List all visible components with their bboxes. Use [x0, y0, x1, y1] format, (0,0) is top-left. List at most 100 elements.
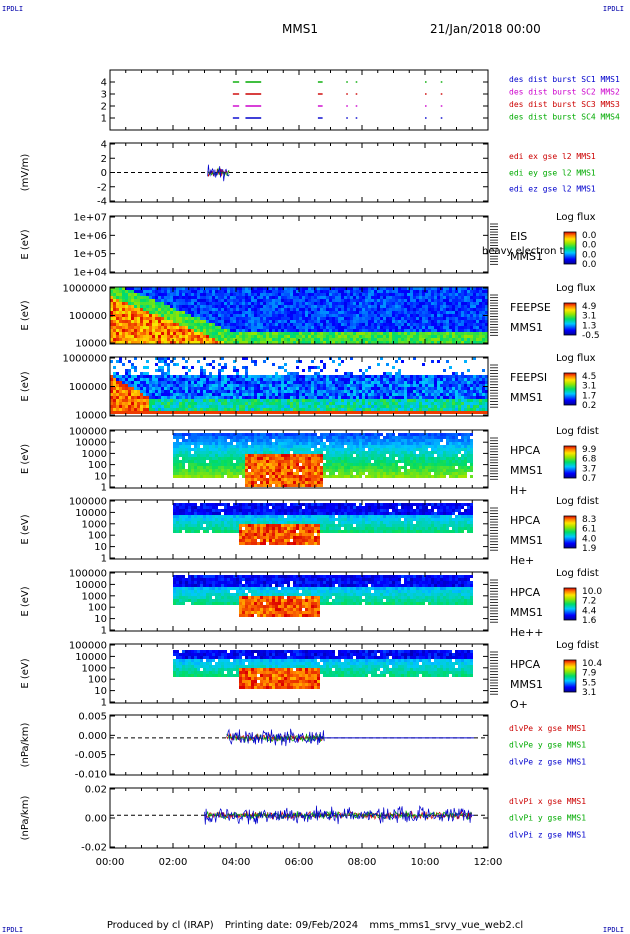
spectrogram-cell: [215, 442, 218, 445]
spectrogram-cell: [428, 329, 431, 332]
spectrogram-cell: [203, 445, 206, 448]
spectrogram-cell: [356, 411, 359, 414]
spectrogram-cell: [398, 308, 401, 311]
spectrogram-cell: [470, 335, 473, 338]
spectrogram-cell: [263, 332, 266, 335]
spectrogram-cell: [449, 332, 452, 335]
spectrogram-cell: [248, 396, 251, 399]
spectrogram-cell: [134, 329, 137, 332]
spectrogram-cell: [389, 293, 392, 296]
spectrogram-cell: [413, 317, 416, 320]
spectrogram-cell: [410, 317, 413, 320]
spectrogram-cell: [332, 320, 335, 323]
spectrogram-cell: [149, 317, 152, 320]
spectrogram-cell: [200, 387, 203, 390]
spectrogram-cell: [164, 357, 167, 360]
spectrogram-cell: [299, 320, 302, 323]
spectrogram-cell: [332, 396, 335, 399]
spectrogram-cell: [158, 320, 161, 323]
spectrogram-cell: [446, 408, 449, 411]
spectrogram-cell: [416, 287, 419, 290]
spectrogram-cell: [281, 405, 284, 408]
spectrogram-cell: [299, 387, 302, 390]
spectrogram-cell: [176, 308, 179, 311]
spectrogram-cell: [206, 402, 209, 405]
spectrogram-cell: [389, 411, 392, 414]
spectrogram-cell: [230, 433, 233, 436]
spectrogram-cell: [353, 341, 356, 344]
spectrogram-cell: [206, 311, 209, 314]
spectrogram-cell: [236, 314, 239, 317]
spectrogram-cell: [296, 323, 299, 326]
spectrogram-cell: [389, 372, 392, 375]
spectrogram-cell: [218, 341, 221, 344]
spectrogram-cell: [329, 302, 332, 305]
spectrogram-cell: [374, 305, 377, 308]
spectrogram-cell: [326, 293, 329, 296]
spectrogram-cell: [443, 405, 446, 408]
spectrogram-cell: [428, 338, 431, 341]
spectrogram-cell: [251, 384, 254, 387]
spectrogram-cell: [176, 387, 179, 390]
spectrogram-cell: [146, 338, 149, 341]
spectrogram-cell: [464, 308, 467, 311]
spectrogram-cell: [206, 302, 209, 305]
spectrogram-cell: [122, 302, 125, 305]
spectrogram-cell: [110, 317, 113, 320]
spectrogram-cell: [137, 320, 140, 323]
series-label: edi ex gse l2 MMS1: [509, 152, 596, 161]
spectrogram-cell: [398, 393, 401, 396]
spectrogram-cell: [467, 290, 470, 293]
spectrogram-cell: [113, 311, 116, 314]
spectrogram-cell: [218, 338, 221, 341]
spectrogram-cell: [200, 341, 203, 344]
spectrogram-cell: [368, 299, 371, 302]
spectrogram-cell: [287, 372, 290, 375]
spectrogram-cell: [410, 399, 413, 402]
spectrogram-cell: [293, 381, 296, 384]
spectrogram-cell: [272, 299, 275, 302]
spectrogram-cell: [272, 317, 275, 320]
spectrogram-cell: [263, 287, 266, 290]
spectrogram-cell: [458, 326, 461, 329]
spectrogram-cell: [227, 457, 230, 460]
spectrogram-cell: [233, 405, 236, 408]
spectrogram-cell: [224, 442, 227, 445]
spectrogram-cell: [377, 314, 380, 317]
spectrogram-cell: [224, 454, 227, 457]
spectrogram-cell: [413, 402, 416, 405]
spectrogram-cell: [485, 384, 488, 387]
spectrogram-cell: [272, 396, 275, 399]
spectrogram-cell: [395, 408, 398, 411]
spectrogram-cell: [203, 305, 206, 308]
spectrogram-cell: [365, 320, 368, 323]
spectrogram-cell: [113, 338, 116, 341]
spectrogram-cell: [209, 375, 212, 378]
spectrogram-cell: [299, 402, 302, 405]
spectrogram-cell: [485, 387, 488, 390]
spectrogram-cell: [446, 384, 449, 387]
spectrogram-cell: [467, 332, 470, 335]
spectrogram-cell: [197, 445, 200, 448]
spectrogram-cell: [134, 308, 137, 311]
spectrogram-cell: [359, 393, 362, 396]
spectrogram-cell: [215, 390, 218, 393]
spectrogram-cell: [485, 299, 488, 302]
spectrogram-cell: [386, 287, 389, 290]
spectrogram-cell: [305, 290, 308, 293]
spectrogram-cell: [182, 460, 185, 463]
spectrogram-cell: [329, 296, 332, 299]
spectrogram-cell: [254, 296, 257, 299]
spectrogram-cell: [350, 311, 353, 314]
spectrogram-cell: [428, 384, 431, 387]
spectrogram-cell: [476, 396, 479, 399]
spectrogram-cell: [359, 369, 362, 372]
spectrogram-cell: [158, 296, 161, 299]
spectrogram-cell: [425, 287, 428, 290]
spectrogram-cell: [320, 293, 323, 296]
spectrogram-cell: [242, 454, 245, 457]
spectrogram-cell: [230, 290, 233, 293]
spectrogram-cell: [206, 454, 209, 457]
spectrogram-cell: [233, 436, 236, 439]
spectrogram-cell: [242, 338, 245, 341]
